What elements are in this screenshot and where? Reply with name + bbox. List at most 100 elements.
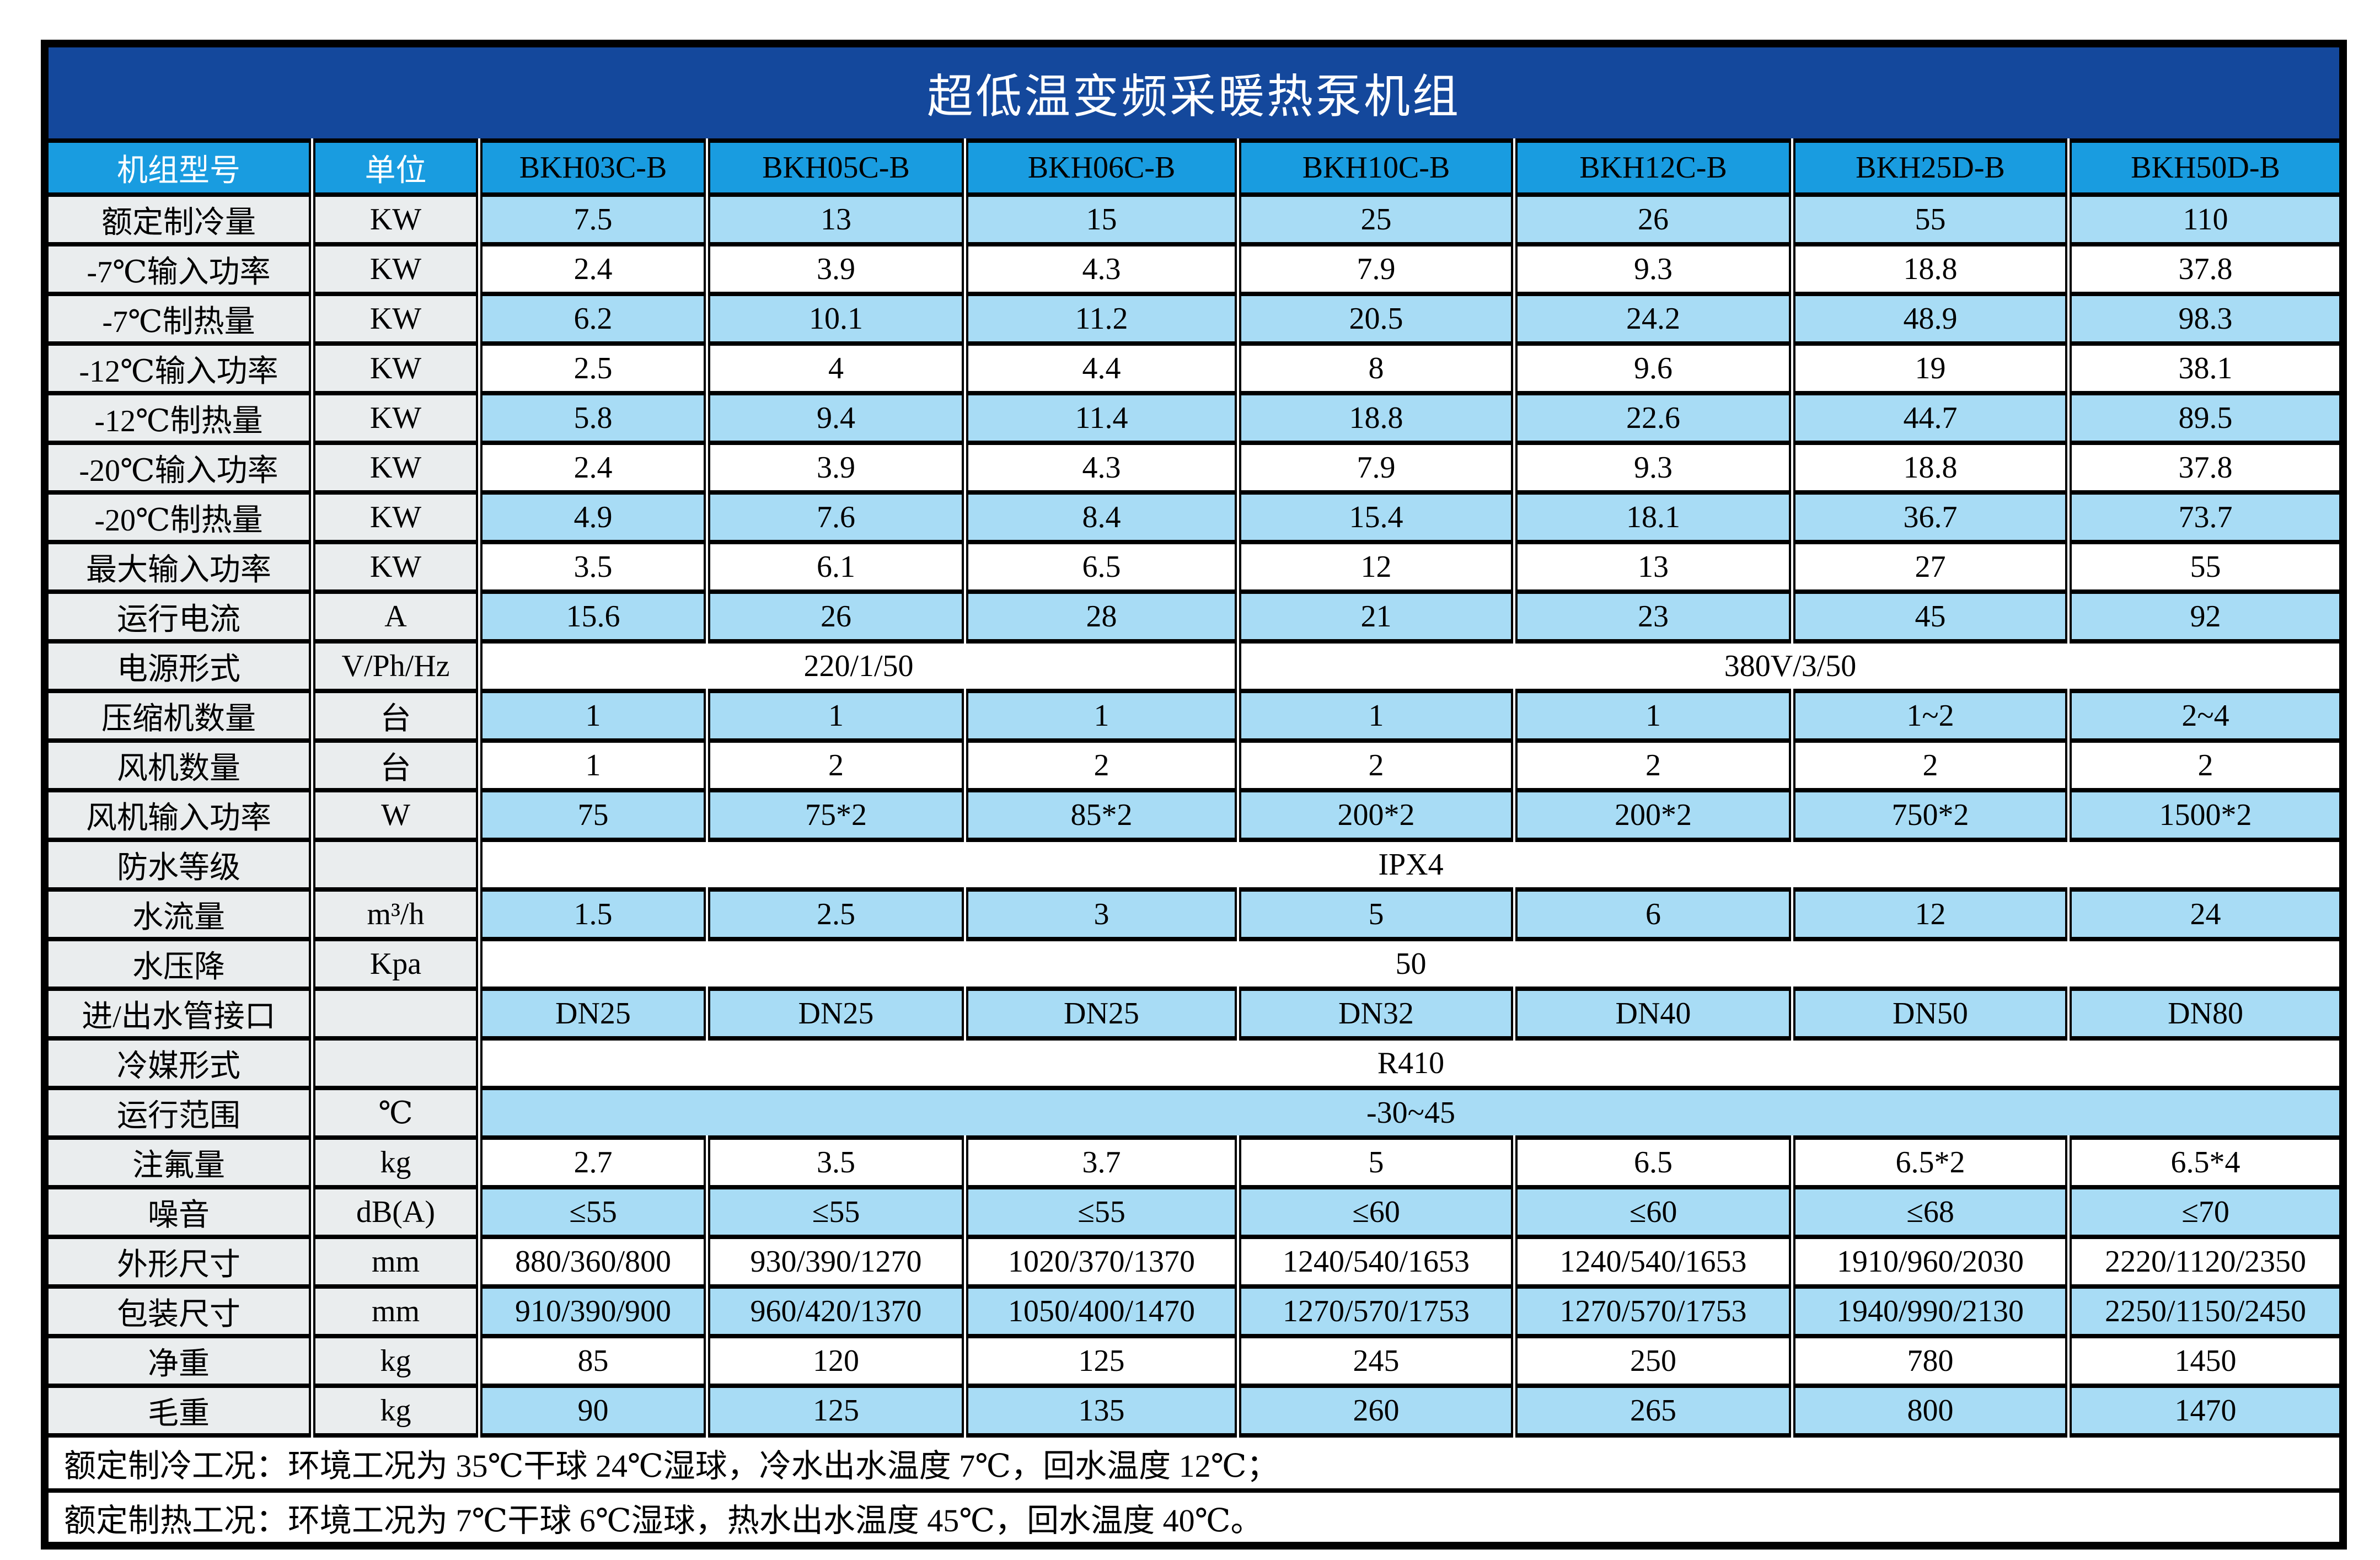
unit-cell: 台 <box>309 689 479 741</box>
value-cell: 26 <box>704 589 965 641</box>
row-label: 包装尺寸 <box>41 1284 312 1336</box>
value-cell: DN40 <box>1511 987 1792 1038</box>
model-header: BKH05C-B <box>704 138 965 195</box>
value-cell: 3 <box>962 887 1238 939</box>
unit-cell: m³/h <box>309 887 479 939</box>
row-label: 压缩机数量 <box>41 689 312 741</box>
value-cell: 125 <box>704 1384 965 1435</box>
value-cell: 75 <box>476 788 707 840</box>
model-header: BKH25D-B <box>1789 138 2068 195</box>
value-cell: 1910/960/2030 <box>1789 1235 2068 1286</box>
value-cell: 85 <box>476 1334 707 1386</box>
spec-row: 水压降 Kpa 50 <box>41 937 2344 989</box>
row-label: 毛重 <box>41 1384 312 1435</box>
value-cell: DN32 <box>1235 987 1514 1038</box>
row-label: -20℃输入功率 <box>41 441 312 492</box>
value-cell: 880/360/800 <box>476 1235 707 1286</box>
value-cell: 6.5*2 <box>1789 1135 2068 1187</box>
value-cell: 1270/570/1753 <box>1235 1284 1514 1336</box>
value-cell: 28 <box>962 589 1238 641</box>
value-cell: 7.5 <box>476 192 707 244</box>
note-row: 额定制热工况：环境工况为 7℃干球 6℃湿球，热水出水温度 45℃，回水温度 4… <box>41 1488 2344 1546</box>
spec-row: 水流量 m³/h 1.5 2.5 3 5 6 12 24 <box>41 887 2344 939</box>
value-cell: 4 <box>704 341 965 393</box>
value-cell: 1240/540/1653 <box>1235 1235 1514 1286</box>
value-cell: 1020/370/1370 <box>962 1235 1238 1286</box>
unit-cell: mm <box>309 1284 479 1336</box>
value-cell: 1 <box>476 738 707 790</box>
spec-row: -20℃输入功率 KW 2.4 3.9 4.3 7.9 9.3 18.8 37.… <box>41 441 2344 492</box>
row-label: 水压降 <box>41 937 312 989</box>
value-cell: 3.9 <box>704 242 965 294</box>
spec-row: 防水等级 IPX4 <box>41 838 2344 889</box>
unit-cell: kg <box>309 1384 479 1435</box>
value-cell: 38.1 <box>2065 341 2344 393</box>
value-cell: 265 <box>1511 1384 1792 1435</box>
value-cell: 15.6 <box>476 589 707 641</box>
unit-cell: V/Ph/Hz <box>309 639 479 691</box>
value-cell: 8 <box>1235 341 1514 393</box>
value-cell: 910/390/900 <box>476 1284 707 1336</box>
model-header: BKH06C-B <box>962 138 1238 195</box>
row-label: 外形尺寸 <box>41 1235 312 1286</box>
value-cell: 6.1 <box>704 540 965 592</box>
value-cell: 15.4 <box>1235 490 1514 542</box>
value-cell: 1 <box>1511 689 1792 741</box>
cooling-condition-note: 额定制冷工况：环境工况为 35℃干球 24℃湿球，冷水出水温度 7℃，回水温度 … <box>41 1433 2344 1491</box>
value-cell: 85*2 <box>962 788 1238 840</box>
value-cell: 6.5*4 <box>2065 1135 2344 1187</box>
spec-row: -7℃制热量 KW 6.2 10.1 11.2 20.5 24.2 48.9 9… <box>41 292 2344 344</box>
value-cell: 120 <box>704 1334 965 1386</box>
value-cell: 4.4 <box>962 341 1238 393</box>
row-label: -7℃输入功率 <box>41 242 312 294</box>
value-cell: DN80 <box>2065 987 2344 1038</box>
unit-cell <box>309 1036 479 1088</box>
spec-row: -12℃输入功率 KW 2.5 4 4.4 8 9.6 19 38.1 <box>41 341 2344 393</box>
value-cell: 4.3 <box>962 242 1238 294</box>
spec-row: 最大输入功率 KW 3.5 6.1 6.5 12 13 27 55 <box>41 540 2344 592</box>
value-cell: 2 <box>1235 738 1514 790</box>
unit-cell: KW <box>309 441 479 492</box>
value-cell: 19 <box>1789 341 2068 393</box>
value-cell: 21 <box>1235 589 1514 641</box>
value-cell: 37.8 <box>2065 441 2344 492</box>
row-label: 冷媒形式 <box>41 1036 312 1088</box>
value-cell: 1500*2 <box>2065 788 2344 840</box>
row-label: 噪音 <box>41 1185 312 1237</box>
value-cell: 25 <box>1235 192 1514 244</box>
unit-cell: ℃ <box>309 1086 479 1138</box>
value-cell: 125 <box>962 1334 1238 1386</box>
row-label: 风机输入功率 <box>41 788 312 840</box>
value-cell: 2~4 <box>2065 689 2344 741</box>
value-cell: 4.3 <box>962 441 1238 492</box>
value-cell: 98.3 <box>2065 292 2344 344</box>
value-cell: 960/420/1370 <box>704 1284 965 1336</box>
model-header: BKH03C-B <box>476 138 707 195</box>
row-label: 水流量 <box>41 887 312 939</box>
spec-row: 外形尺寸 mm 880/360/800 930/390/1270 1020/37… <box>41 1235 2344 1286</box>
value-cell: 1050/400/1470 <box>962 1284 1238 1336</box>
value-cell: 2.4 <box>476 441 707 492</box>
value-cell: 200*2 <box>1511 788 1792 840</box>
value-cell: 6.5 <box>962 540 1238 592</box>
value-cell: 2 <box>962 738 1238 790</box>
value-cell: DN25 <box>476 987 707 1038</box>
value-cell: 6.2 <box>476 292 707 344</box>
table-title: 超低温变频采暖热泵机组 <box>41 41 2344 141</box>
value-cell: 1940/990/2130 <box>1789 1284 2068 1336</box>
value-cell: 18.8 <box>1789 242 2068 294</box>
value-cell: 1240/540/1653 <box>1511 1235 1792 1286</box>
value-cell: 1270/570/1753 <box>1511 1284 1792 1336</box>
unit-cell <box>309 987 479 1038</box>
unit-cell: 台 <box>309 738 479 790</box>
value-cell: 55 <box>1789 192 2068 244</box>
unit-cell: kg <box>309 1334 479 1386</box>
row-label: 最大输入功率 <box>41 540 312 592</box>
row-label: 运行范围 <box>41 1086 312 1138</box>
title-row: 超低温变频采暖热泵机组 <box>41 41 2344 141</box>
value-cell: 1470 <box>2065 1384 2344 1435</box>
merged-value-cell: IPX4 <box>475 838 2344 889</box>
unit-cell: KW <box>309 292 479 344</box>
value-cell: 200*2 <box>1235 788 1514 840</box>
value-cell: 245 <box>1235 1334 1514 1386</box>
